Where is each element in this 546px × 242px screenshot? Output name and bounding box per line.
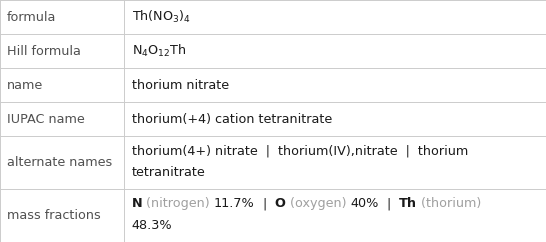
Text: thorium(+4) cation tetranitrate: thorium(+4) cation tetranitrate (132, 113, 332, 126)
Text: IUPAC name: IUPAC name (7, 113, 85, 126)
Text: 40%: 40% (350, 197, 378, 211)
Text: (thorium): (thorium) (417, 197, 481, 211)
Text: N$_4$O$_{12}$Th: N$_4$O$_{12}$Th (132, 43, 186, 59)
Text: N: N (132, 197, 142, 211)
Text: Th: Th (399, 197, 417, 211)
Text: formula: formula (7, 11, 56, 23)
Text: |: | (254, 197, 275, 211)
Text: thorium nitrate: thorium nitrate (132, 79, 229, 92)
Text: 48.3%: 48.3% (132, 219, 172, 232)
Text: O: O (275, 197, 286, 211)
Text: |: | (378, 197, 399, 211)
Text: 11.7%: 11.7% (214, 197, 254, 211)
Text: name: name (7, 79, 43, 92)
Text: Hill formula: Hill formula (7, 45, 81, 58)
Text: tetranitrate: tetranitrate (132, 166, 205, 179)
Text: Th(NO$_3$)$_4$: Th(NO$_3$)$_4$ (132, 9, 191, 25)
Text: (oxygen): (oxygen) (286, 197, 350, 211)
Text: mass fractions: mass fractions (7, 209, 101, 222)
Text: thorium(4+) nitrate  |  thorium(IV),nitrate  |  thorium: thorium(4+) nitrate | thorium(IV),nitrat… (132, 145, 468, 158)
Text: (nitrogen): (nitrogen) (142, 197, 214, 211)
Text: alternate names: alternate names (7, 156, 112, 169)
